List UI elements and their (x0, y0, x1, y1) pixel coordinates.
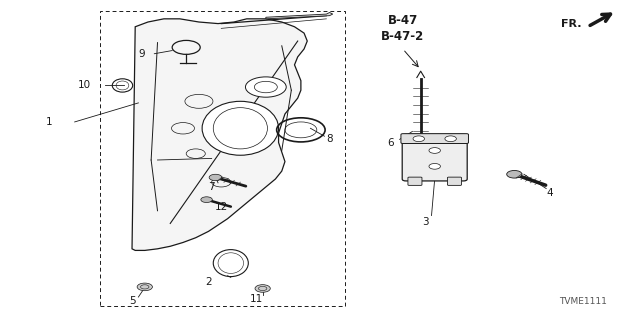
Text: 12: 12 (214, 202, 228, 212)
Text: 9: 9 (138, 49, 145, 59)
Ellipse shape (213, 108, 268, 149)
Text: 6: 6 (387, 138, 394, 148)
Text: 5: 5 (129, 296, 135, 306)
Text: TVME1111: TVME1111 (559, 297, 607, 306)
Circle shape (429, 148, 440, 153)
Circle shape (201, 197, 212, 203)
Text: 7: 7 (209, 182, 215, 192)
Text: 3: 3 (422, 217, 428, 227)
Circle shape (507, 171, 522, 178)
Text: 8: 8 (326, 134, 333, 144)
Circle shape (209, 174, 222, 180)
Text: 1: 1 (46, 117, 52, 127)
FancyBboxPatch shape (401, 134, 468, 143)
Circle shape (254, 81, 277, 93)
Text: 2: 2 (205, 277, 212, 287)
Text: 11: 11 (250, 294, 263, 304)
Ellipse shape (202, 101, 278, 155)
Circle shape (413, 136, 424, 142)
Circle shape (445, 136, 456, 142)
Circle shape (137, 283, 152, 291)
Text: 10: 10 (77, 80, 91, 91)
Bar (100, 11, 346, 306)
FancyBboxPatch shape (447, 177, 461, 185)
Circle shape (255, 285, 270, 292)
Polygon shape (266, 12, 333, 19)
Text: FR.: FR. (561, 19, 581, 28)
FancyBboxPatch shape (408, 177, 422, 185)
FancyBboxPatch shape (402, 134, 467, 181)
Circle shape (246, 77, 286, 97)
Text: 4: 4 (546, 188, 553, 198)
Circle shape (429, 164, 440, 169)
Text: B-47
B-47-2: B-47 B-47-2 (381, 14, 424, 43)
Polygon shape (132, 19, 307, 251)
